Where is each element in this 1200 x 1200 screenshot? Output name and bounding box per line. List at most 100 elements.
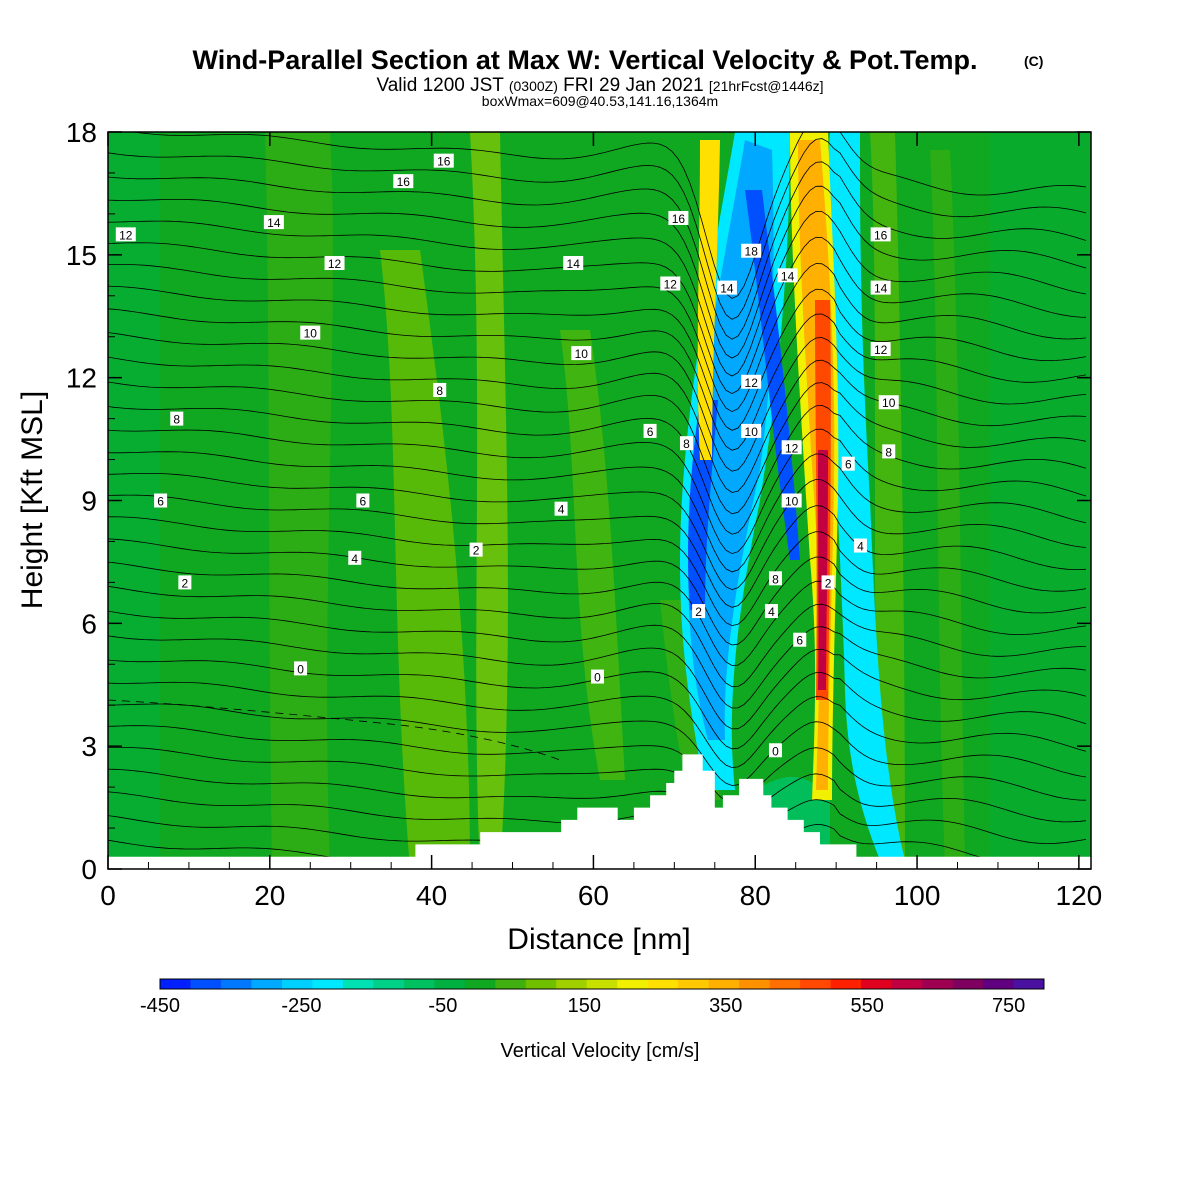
contour-label: 12: [870, 342, 891, 357]
y-tick-label: 15: [66, 240, 97, 271]
contour-label-text: 8: [885, 445, 892, 459]
contour-label-text: 18: [745, 245, 759, 259]
contour-label-box: [781, 493, 802, 508]
contour-label-box: [781, 440, 802, 455]
contour-label: 16: [433, 153, 454, 169]
contour-label: 2: [692, 604, 706, 619]
x-tick-label: 20: [254, 880, 285, 911]
contour-label: 14: [870, 280, 891, 296]
colorbar-swatch: [556, 979, 588, 989]
colorbar-swatch: [647, 979, 679, 989]
isentrope-line: [108, 138, 1087, 320]
contour-label-text: 14: [267, 216, 281, 230]
contour-label-box: [821, 575, 835, 590]
contour-label-box: [741, 243, 762, 258]
contour-label-box: [469, 542, 483, 557]
field-band: [108, 132, 160, 869]
contour-label: 4: [853, 538, 867, 554]
contour-label-text: 10: [745, 425, 759, 439]
colorbar-swatch: [769, 979, 801, 989]
contour-label: 6: [643, 423, 657, 439]
contour-label-text: 2: [695, 605, 702, 619]
contour-label-box: [870, 227, 891, 242]
contour-label: 14: [777, 268, 798, 283]
contour-label-box: [668, 210, 689, 225]
isentrope-line: [108, 473, 1087, 591]
colorbar-swatch: [678, 979, 710, 989]
isentrope-line: [108, 236, 1087, 395]
colorbar-swatch: [495, 979, 527, 989]
x-axis-label: Distance [nm]: [507, 923, 690, 956]
contour-label: 6: [841, 456, 855, 472]
colorbar-swatch: [617, 979, 649, 989]
contour-label: 16: [668, 210, 689, 226]
isentrope-line: [130, 132, 1087, 299]
colorbar-tick-label: -250: [281, 995, 321, 1017]
field-band: [990, 132, 1091, 869]
colorbar-swatch: [739, 979, 771, 989]
contour-label-box: [692, 604, 706, 619]
y-tick-label: 6: [81, 608, 97, 639]
contour-label-box: [571, 346, 592, 361]
contour-label-box: [793, 632, 807, 647]
colorbar-swatch: [586, 979, 618, 989]
contour-label-box: [356, 493, 370, 508]
isentrope-line: [108, 516, 1087, 627]
contour-label-text: 16: [672, 212, 686, 226]
isentrope-line: [108, 538, 1087, 646]
isentrope-line: [108, 428, 1087, 555]
contour-label: 4: [554, 501, 568, 517]
contour-label-text: 6: [845, 458, 852, 472]
contour-label-text: 14: [874, 282, 888, 296]
contour-label: 0: [294, 661, 308, 676]
contour-label-text: 10: [882, 396, 896, 410]
isentrope-line: [108, 451, 1087, 573]
contour-label-box: [741, 374, 762, 389]
contour-label: 2: [821, 575, 835, 590]
contour-label-box: [853, 538, 867, 553]
isentrope-line: [108, 185, 1087, 359]
downdraft-east-band: [827, 132, 905, 860]
contour-label-box: [115, 227, 136, 242]
colorbar-swatch: [952, 979, 984, 989]
contour-label: 6: [356, 493, 370, 509]
subtitle-valid: Valid 1200 JST: [376, 75, 504, 96]
y-tick-label: 18: [66, 117, 97, 148]
subtitle-utc: (0300Z): [509, 78, 558, 94]
contour-label-text: 4: [857, 540, 864, 554]
contour-label-text: 0: [594, 671, 601, 685]
colorbar-swatch: [861, 979, 893, 989]
contour-label-box: [764, 604, 778, 619]
contour-label: 2: [178, 575, 192, 590]
contour-label-text: 6: [796, 634, 803, 648]
colorbar-tick-label: -50: [428, 995, 457, 1017]
contour-label-box: [563, 256, 584, 271]
colorbar-tick-label: 350: [709, 995, 742, 1017]
colorbar-swatch: [922, 979, 954, 989]
contour-label: 4: [348, 550, 362, 566]
contour-label-box: [263, 215, 284, 230]
isentrope-line: [108, 161, 1087, 340]
contour-label-box: [870, 342, 891, 357]
contour-labels: 12 14 12 10 16 16 8 8 6 6 4 2 2 0 0 14 10 4 16 12 6 8 2 14 18 14 1…: [115, 153, 899, 758]
contour-label: 12: [741, 374, 762, 390]
contour-label-box: [554, 501, 568, 516]
colorbar-tick-label: 150: [568, 995, 601, 1017]
colorbar-swatch: [220, 979, 252, 989]
colorbar-frame: [159, 978, 1045, 990]
colorbar-swatch: [830, 979, 862, 989]
colorbar-tick-label: 750: [992, 995, 1025, 1017]
copyright-mark: (C): [1024, 53, 1043, 69]
colorbar-swatch: [1013, 979, 1045, 989]
contour-label-text: 14: [567, 257, 581, 271]
contour-label-box: [870, 280, 891, 295]
contour-label: 12: [324, 256, 345, 271]
field-band: [560, 330, 625, 780]
terrain-mask: [108, 754, 1091, 869]
contour-label-text: 2: [182, 576, 189, 590]
colorbar-label: Vertical Velocity [cm/s]: [501, 1040, 700, 1062]
contour-label-box: [679, 436, 693, 451]
contour-label-box: [777, 268, 798, 283]
y-tick-label: 3: [81, 731, 97, 762]
